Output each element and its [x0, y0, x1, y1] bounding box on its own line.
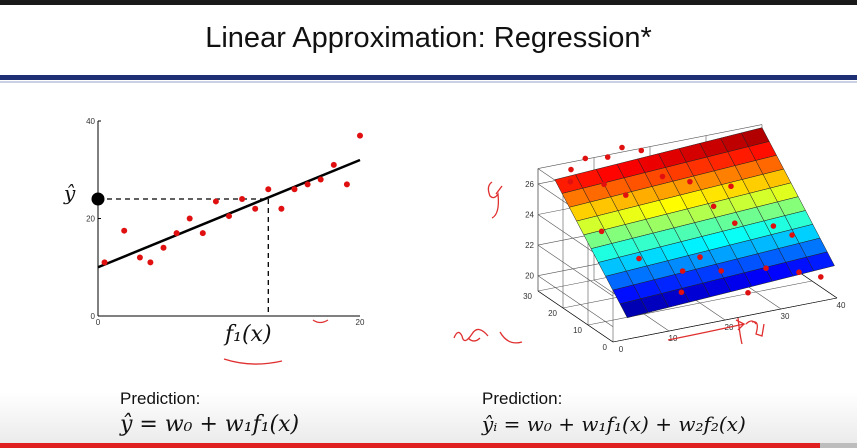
top-bar: [0, 0, 857, 5]
bottom-shading: [0, 392, 857, 448]
data-point: [252, 205, 259, 212]
data-point: [789, 232, 795, 238]
data-point: [636, 255, 642, 262]
data-point: [818, 274, 824, 280]
side-wall-grid: [537, 275, 614, 327]
data-point: [745, 289, 751, 296]
floor-grid: [587, 280, 813, 326]
y-tick-label: 20: [548, 309, 557, 318]
title-rule-shadow: [0, 81, 857, 83]
data-point: [697, 254, 703, 260]
data-point: [199, 230, 206, 237]
left-x-tick-label: 20: [356, 318, 365, 327]
left-y-tick-label: 40: [86, 117, 95, 126]
data-point: [718, 268, 724, 274]
right-marks: [567, 144, 824, 296]
left-prediction-label: Prediction:: [120, 389, 201, 408]
data-point: [638, 147, 645, 154]
data-point: [265, 186, 272, 193]
left-x-tick-label: 0: [96, 318, 101, 327]
right-prediction-formula: ŷᵢ = w₀ + w₁f₁(x) + w₂f₂(x): [482, 412, 746, 436]
title-rule: [0, 75, 857, 80]
data-point: [278, 205, 285, 212]
left-y-tick-label: 0: [91, 312, 96, 321]
data-point: [679, 268, 686, 274]
x-tick-label: 30: [781, 312, 790, 321]
x-tick-label: 40: [837, 301, 846, 310]
data-point: [317, 176, 324, 183]
data-point: [343, 181, 350, 188]
x-tick-label: 0: [619, 345, 624, 354]
data-point: [291, 186, 298, 193]
data-point: [763, 265, 769, 271]
data-point: [728, 183, 734, 190]
data-point: [357, 132, 363, 139]
data-point: [212, 198, 219, 205]
bottom-progress-bar: [0, 443, 857, 448]
z-tick-label: 22: [525, 241, 534, 250]
data-point: [796, 269, 802, 276]
data-point: [582, 155, 589, 162]
y-tick-label: 30: [523, 292, 532, 301]
right-surface: [554, 127, 835, 319]
prediction-point: [91, 192, 105, 206]
data-point: [601, 181, 607, 188]
data-point: [239, 196, 246, 202]
data-point: [678, 289, 685, 296]
data-point: [136, 254, 143, 261]
data-point: [710, 203, 717, 210]
data-point: [623, 192, 629, 198]
y-tick-label: 0: [603, 343, 608, 352]
back-wall-grid: [537, 124, 763, 169]
data-point: [304, 181, 311, 188]
slide-title: Linear Approximation: Regression*: [205, 22, 652, 54]
z-tick-label: 26: [525, 180, 534, 189]
data-point: [186, 215, 193, 222]
handwritten-annotations: [453, 181, 765, 345]
left-yhat-label: ŷ: [64, 181, 76, 205]
data-point: [604, 154, 611, 160]
data-point: [732, 220, 738, 226]
box-edge: [612, 297, 838, 343]
y-tick-label: 10: [573, 326, 582, 335]
surface-patch: [806, 251, 835, 272]
data-point: [101, 259, 108, 266]
left-axes: 0 20 40 0 20: [86, 117, 365, 327]
box-edge: [537, 290, 614, 343]
data-point: [770, 223, 777, 229]
data-point: [619, 144, 625, 151]
left-y-tick-label: 20: [86, 215, 95, 224]
data-point: [173, 230, 180, 237]
z-tick-label: 20: [525, 272, 534, 281]
data-point: [687, 178, 693, 185]
left-x-label: f₁(x): [225, 322, 272, 347]
data-point: [121, 227, 128, 234]
data-point: [659, 173, 666, 180]
left-prediction-formula: ŷ = w₀ + w₁f₁(x): [120, 412, 300, 437]
data-point: [147, 259, 154, 266]
z-tick-label: 24: [525, 211, 534, 220]
left-marks: [91, 132, 363, 316]
data-point: [226, 213, 232, 220]
data-point: [568, 166, 574, 173]
regression-scatter-chart: 0 20 40 0 20: [86, 117, 365, 327]
right-prediction-label: Prediction:: [482, 389, 563, 408]
data-point: [160, 244, 167, 251]
x-label-underline-annotation: [223, 358, 283, 365]
side-wall-grid: [537, 244, 614, 297]
data-point: [330, 161, 337, 168]
small-arrow-annotation: [312, 319, 329, 324]
data-point: [567, 178, 574, 185]
data-point: [598, 228, 605, 235]
bottom-progress-remainder: [820, 443, 857, 448]
